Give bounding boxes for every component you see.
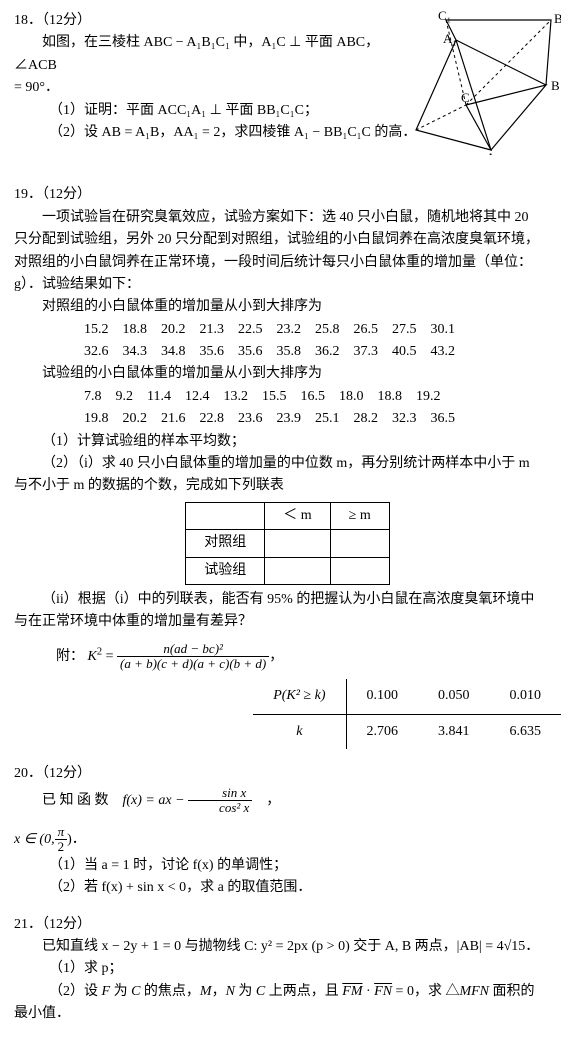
kt-r0: k bbox=[253, 714, 346, 749]
contingency-table: ＜ m≥ m 对照组 试验组 bbox=[185, 502, 389, 585]
p21-q2b: 最小值． bbox=[14, 1003, 561, 1025]
p19-i3: 对照组的小白鼠饲养在正常环境，一段时间后统计每只小白鼠体重的增加量（单位： bbox=[14, 252, 561, 274]
p19-control-r1: 15.2 18.8 20.2 21.3 22.5 23.2 25.8 26.5 … bbox=[14, 319, 561, 341]
problem-19: 19．（12分） 一项试验旨在研究臭氧效应，试验方案如下：选 40 只小白鼠，随… bbox=[14, 184, 561, 749]
p19-i4: g）．试验结果如下： bbox=[14, 274, 561, 296]
p21-intro: 已知直线 x − 2y + 1 = 0 与抛物线 C: y² = 2px (p … bbox=[14, 936, 561, 958]
label-a: A bbox=[486, 150, 496, 155]
label-c1: C₁ bbox=[438, 10, 451, 23]
problem-20-number: 20．（12分） bbox=[14, 763, 561, 785]
label-b: B bbox=[551, 78, 560, 93]
kt-h2: 0.050 bbox=[418, 679, 490, 714]
kt-r2: 3.841 bbox=[418, 714, 490, 749]
label-a1: A₁ bbox=[443, 31, 457, 46]
ct-h1: ＜ m bbox=[265, 502, 330, 529]
problem-21: 21．（12分） 已知直线 x − 2y + 1 = 0 与抛物线 C: y² … bbox=[14, 914, 561, 1026]
kt-r1: 2.706 bbox=[346, 714, 418, 749]
problem-18: C₁ B₁ A₁ C B A 18．（12分） 如图，在三棱柱 ABC − A₁… bbox=[14, 10, 561, 144]
p20-q2: （2）若 f(x) + sin x < 0，求 a 的取值范围． bbox=[14, 877, 561, 899]
p19-q1: （1）计算试验组的样本平均数； bbox=[14, 431, 561, 453]
k2-den: (a + b)(c + d)(a + c)(b + d) bbox=[117, 656, 269, 671]
p20-domain: x ∈ (0, π 2 )． bbox=[14, 825, 561, 855]
fx-num: sin x bbox=[188, 786, 252, 800]
fx-den: cos² x bbox=[188, 800, 252, 815]
p21-q2a: （2）设 F 为 C 的焦点，M，N 为 C 上两点，且 FM · FN = 0… bbox=[14, 981, 561, 1003]
ct-r2: 试验组 bbox=[186, 557, 265, 584]
k-table: P(K² ≥ k) 0.100 0.050 0.010 k 2.706 3.84… bbox=[253, 679, 561, 749]
p19-exp-label: 试验组的小白鼠体重的增加量从小到大排序为 bbox=[14, 363, 561, 385]
label-c: C bbox=[461, 90, 470, 105]
p19-q2b: 与不小于 m 的数据的个数，完成如下列联表 bbox=[14, 475, 561, 497]
label-b1: B₁ bbox=[554, 11, 561, 26]
p21-q1: （1）求 p； bbox=[14, 958, 561, 980]
attach-label: 附： bbox=[56, 649, 84, 664]
p19-q3a: （ii）根据（i）中的列联表，能否有 95% 的把握认为小白鼠在高浓度臭氧环境中 bbox=[14, 589, 561, 611]
k2-formula: 附： K2 = n(ad − bc)² (a + b)(c + d)(a + c… bbox=[14, 642, 561, 672]
problem-21-number: 21．（12分） bbox=[14, 914, 561, 936]
kt-h3: 0.010 bbox=[490, 679, 562, 714]
ct-r1: 对照组 bbox=[186, 530, 265, 557]
p19-q3b: 与在正常环境中体重的增加量有差异？ bbox=[14, 611, 561, 633]
kt-r3: 6.635 bbox=[490, 714, 562, 749]
p20-intro: 已 知 函 数 f(x) = ax − sin x cos² x ， bbox=[14, 786, 561, 816]
p19-q2a: （2）（i）求 40 只小白鼠体重的增加量的中位数 m，再分别统计两样本中小于 … bbox=[14, 453, 561, 475]
ct-h2: ≥ m bbox=[330, 502, 389, 529]
problem-20: 20．（12分） 已 知 函 数 f(x) = ax − sin x cos² … bbox=[14, 763, 561, 899]
kt-h0: P(K² ≥ k) bbox=[253, 679, 346, 714]
p19-exp-r2: 19.8 20.2 21.6 22.8 23.6 23.9 25.1 28.2 … bbox=[14, 408, 561, 430]
p19-exp-r1: 7.8 9.2 11.4 12.4 13.2 15.5 16.5 18.0 18… bbox=[14, 386, 561, 408]
prism-figure: C₁ B₁ A₁ C B A bbox=[406, 10, 561, 155]
p19-i1: 一项试验旨在研究臭氧效应，试验方案如下：选 40 只小白鼠，随机地将其中 20 bbox=[14, 207, 561, 229]
kt-h1: 0.100 bbox=[346, 679, 418, 714]
p19-control-r2: 32.6 34.3 34.8 35.6 35.6 35.8 36.2 37.3 … bbox=[14, 341, 561, 363]
p19-i2: 只分配到试验组，另外 20 只分配到对照组，试验组的小白鼠饲养在高浓度臭氧环境， bbox=[14, 229, 561, 251]
k2-num: n(ad − bc)² bbox=[117, 642, 269, 656]
problem-19-number: 19．（12分） bbox=[14, 184, 561, 206]
p19-control-label: 对照组的小白鼠体重的增加量从小到大排序为 bbox=[14, 296, 561, 318]
p20-q1: （1）当 a = 1 时，讨论 f(x) 的单调性； bbox=[14, 855, 561, 877]
